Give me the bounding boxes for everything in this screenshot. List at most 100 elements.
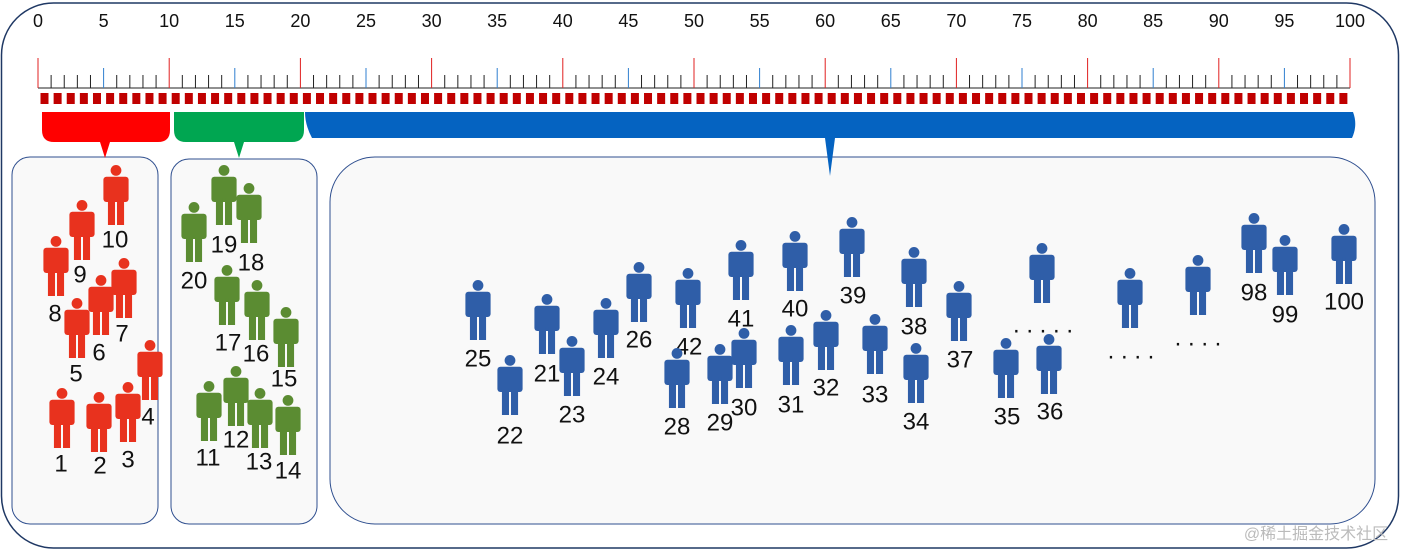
ruler-cell xyxy=(775,93,784,104)
person-icon xyxy=(707,344,733,404)
person-icon xyxy=(664,348,690,408)
leg xyxy=(258,313,266,340)
torso xyxy=(782,242,808,268)
leg xyxy=(279,428,287,455)
torso xyxy=(49,399,75,425)
ruler-cell xyxy=(1339,93,1348,104)
leg xyxy=(679,301,687,328)
leg xyxy=(843,250,851,277)
leg xyxy=(100,425,108,452)
head xyxy=(1248,213,1260,224)
ruler-cell xyxy=(263,93,272,104)
leg xyxy=(876,347,884,374)
ruler-cell xyxy=(512,93,521,104)
ruler-cell xyxy=(788,93,797,104)
head xyxy=(282,395,294,406)
ruler-cell xyxy=(1142,93,1151,104)
ruler-cell xyxy=(578,93,587,104)
ruler-label: 35 xyxy=(487,11,507,31)
ruler-cell xyxy=(657,93,666,104)
ruler-label: 45 xyxy=(618,11,638,31)
leg xyxy=(1276,268,1284,295)
torso xyxy=(244,291,270,317)
ruler-cell xyxy=(867,93,876,104)
person-icon xyxy=(782,231,808,291)
ruler-cell xyxy=(735,93,744,104)
head xyxy=(144,340,156,351)
person-label: 40 xyxy=(782,295,809,322)
ruler-cell xyxy=(1247,93,1256,104)
leg xyxy=(287,340,295,367)
leg xyxy=(185,235,193,262)
head xyxy=(122,382,134,393)
leg xyxy=(119,415,127,442)
ruler-cell xyxy=(1090,93,1099,104)
green-bracket xyxy=(174,112,304,158)
head xyxy=(908,247,920,258)
ruler-label: 75 xyxy=(1012,11,1032,31)
person-label: 18 xyxy=(238,249,265,276)
person-icon xyxy=(103,165,129,225)
ruler-cell xyxy=(893,93,902,104)
torso xyxy=(778,336,804,362)
person-icon xyxy=(181,202,207,262)
leg xyxy=(866,347,874,374)
person-icon xyxy=(196,381,222,441)
torso xyxy=(1036,345,1062,371)
ruler-cell xyxy=(525,93,534,104)
leg xyxy=(250,216,258,243)
person-label: 31 xyxy=(778,391,805,418)
person-icon xyxy=(559,336,585,396)
leg xyxy=(501,388,509,415)
ruler-cell xyxy=(696,93,705,104)
ruler-label: 25 xyxy=(356,11,376,31)
leg xyxy=(240,216,248,243)
ruler-cell xyxy=(1155,93,1164,104)
person-icon xyxy=(211,165,237,225)
person-icon xyxy=(465,280,491,340)
torso xyxy=(731,339,757,365)
person-icon xyxy=(1241,213,1267,273)
person-icon xyxy=(534,294,560,354)
person-label: 32 xyxy=(813,374,840,401)
torso xyxy=(236,194,262,220)
person-icon xyxy=(214,265,240,325)
ruler-cell xyxy=(630,93,639,104)
watermark: @稀土掘金技术社区 xyxy=(1244,525,1388,543)
leg xyxy=(73,233,81,260)
leg xyxy=(782,358,790,385)
torso xyxy=(43,247,69,273)
ruler-cell xyxy=(276,93,285,104)
leg xyxy=(1255,246,1263,273)
leg xyxy=(997,371,1005,398)
leg xyxy=(721,377,729,404)
ruler-cell xyxy=(211,93,220,104)
person-label: 14 xyxy=(275,457,302,484)
leg xyxy=(277,340,285,367)
leg xyxy=(227,399,235,426)
person-label: 23 xyxy=(559,401,586,428)
torso xyxy=(181,213,207,239)
leg xyxy=(479,313,487,340)
ruler-cell xyxy=(197,93,206,104)
ruler-label: 80 xyxy=(1078,11,1098,31)
ruler-label: 40 xyxy=(553,11,573,31)
person-label: 5 xyxy=(69,360,82,387)
ruler-label: 55 xyxy=(750,11,770,31)
leg xyxy=(668,381,676,408)
person-icon xyxy=(244,280,270,340)
leg xyxy=(538,327,546,354)
leg xyxy=(511,388,519,415)
leg xyxy=(630,295,638,322)
person-label: 35 xyxy=(994,403,1021,430)
leg xyxy=(786,264,794,291)
ruler-cell xyxy=(355,93,364,104)
ruler-cell xyxy=(1168,93,1177,104)
person-label: 36 xyxy=(1037,398,1064,425)
leg xyxy=(200,414,208,441)
person-label: 39 xyxy=(840,282,867,309)
head xyxy=(203,381,215,392)
torso xyxy=(111,269,137,295)
ruler-cell xyxy=(1221,93,1230,104)
leg xyxy=(678,381,686,408)
